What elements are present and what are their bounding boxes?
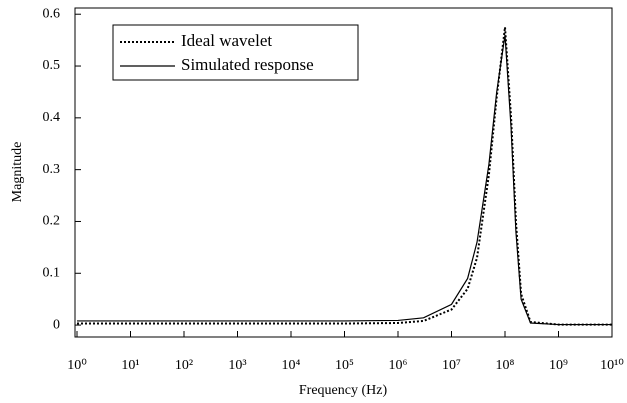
- plot-frame: [74, 7, 613, 338]
- y-tick-label: 0.4: [43, 110, 61, 125]
- y-tick-label: 0.1: [43, 265, 61, 280]
- x-tick-label: 10⁶: [389, 358, 408, 373]
- x-axis-label: Frequency (Hz): [299, 383, 388, 398]
- x-tick-label: 10³: [228, 358, 246, 373]
- x-tick-label: 10²: [175, 358, 193, 373]
- y-tick-label: 0.5: [43, 58, 61, 73]
- legend-label: Simulated response: [181, 55, 314, 74]
- y-axis-label: Magnitude: [10, 142, 25, 203]
- x-tick-label: 10⁰: [67, 358, 87, 373]
- x-tick-label: 10⁹: [549, 358, 568, 373]
- series-line: [77, 27, 612, 326]
- x-tick-label: 10⁸: [496, 358, 515, 373]
- y-tick-label: 0.2: [43, 214, 61, 229]
- series-line: [77, 34, 612, 326]
- legend-label: Ideal wavelet: [181, 31, 272, 50]
- y-tick-label: 0: [53, 317, 60, 332]
- x-tick-label: 10¹: [121, 358, 139, 373]
- x-tick-label: 10⁷: [442, 358, 461, 373]
- x-tick-label: 10⁴: [282, 358, 301, 373]
- y-tick-label: 0.3: [43, 162, 61, 177]
- x-tick-label: 10⁵: [335, 358, 354, 373]
- x-tick-label: 10¹⁰: [600, 358, 624, 373]
- y-tick-label: 0.6: [43, 6, 61, 21]
- legend-box: [112, 24, 359, 81]
